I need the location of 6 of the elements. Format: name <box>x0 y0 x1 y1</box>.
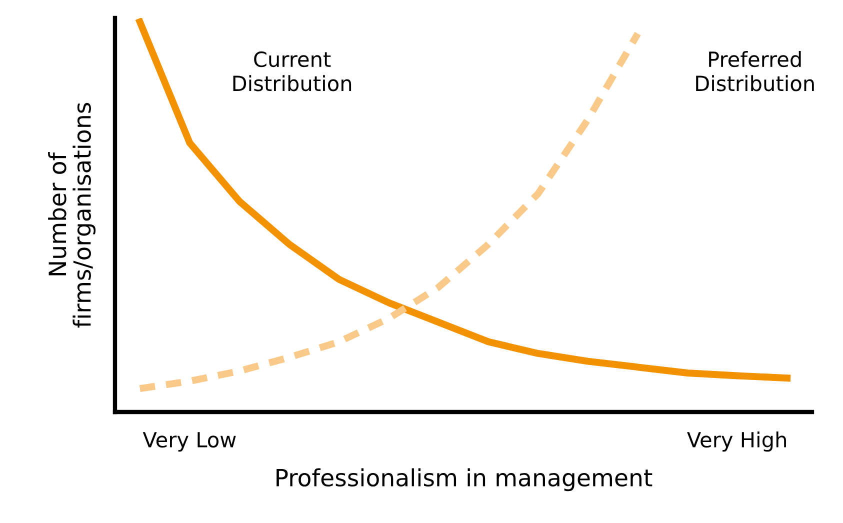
x-tick-label: Very High <box>687 431 786 452</box>
text: Current Distribution <box>233 51 352 92</box>
y-axis-title: Number of firms/organisations <box>48 102 96 328</box>
x-tick-label: Very Low <box>142 432 236 452</box>
text: Preferred Distribution <box>696 51 814 92</box>
x-axis-title: Professionalism in management <box>276 468 652 492</box>
